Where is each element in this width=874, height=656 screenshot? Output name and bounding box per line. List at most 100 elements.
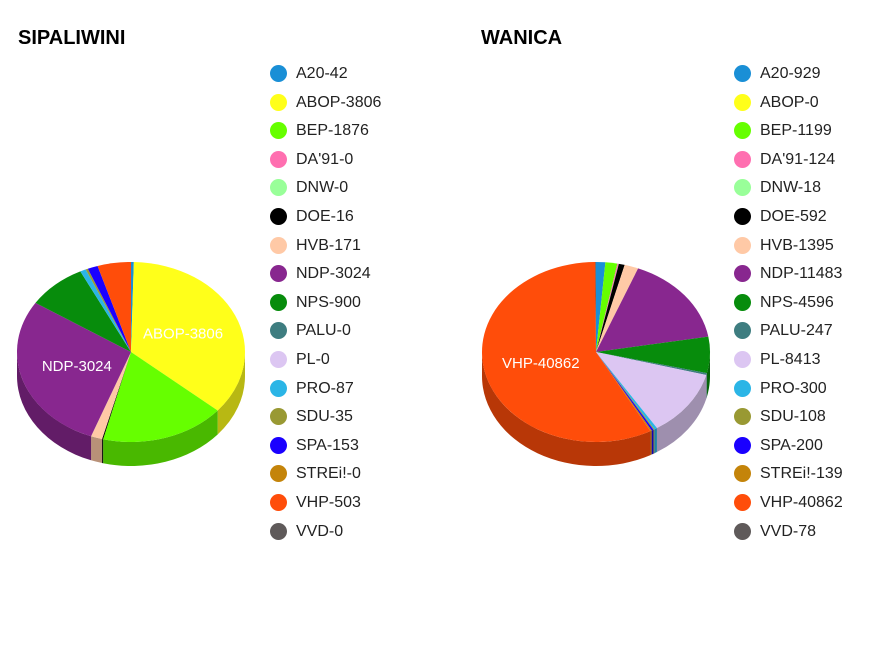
- pie-slice-doe: [596, 263, 625, 352]
- legend-label: ABOP-3806: [296, 93, 382, 111]
- legend-item-bep: BEP-1876: [270, 119, 400, 142]
- legend-label: VHP-40862: [760, 493, 843, 511]
- legend: A20-42 ABOP-3806 BEP-1876 DA'91-0 DNW-0 DOE-1…: [270, 62, 400, 548]
- legend-label: PL-8413: [760, 350, 821, 368]
- legend-item-nps: NPS-4596: [734, 291, 864, 314]
- chart-title: SIPALIWINI: [18, 27, 126, 49]
- pie-slice-sdu: [596, 352, 655, 430]
- legend-label: DNW-0: [296, 179, 349, 197]
- legend-item-pl: PL-0: [270, 348, 400, 371]
- legend-item-sdu: SDU-35: [270, 405, 400, 428]
- pie-slice-abop: [131, 262, 245, 411]
- pie-slice-doe: [102, 352, 131, 440]
- legend-label: NPS-4596: [760, 293, 834, 311]
- pie-slice-side-spa: [651, 429, 654, 455]
- pie-slice-pro: [596, 352, 657, 430]
- pie-slice-pro: [80, 269, 131, 352]
- legend-swatch: [734, 379, 751, 397]
- legend-item-ndp: NDP-11483: [734, 262, 864, 285]
- legend-label: SPA-200: [760, 436, 823, 454]
- legend-label: SDU-108: [760, 408, 826, 426]
- legend-label: PRO-300: [760, 379, 827, 397]
- legend-swatch: [270, 350, 287, 368]
- legend-item-a20: A20-42: [270, 62, 400, 85]
- pie-slice-da-91: [596, 263, 619, 352]
- legend-label: A20-929: [760, 65, 821, 82]
- slice-label-ndp: NDP-3024: [42, 358, 112, 375]
- legend-swatch: [734, 465, 751, 483]
- legend-label: STREi!-0: [296, 465, 361, 483]
- legend-item-hvb: HVB-1395: [734, 234, 864, 257]
- legend-swatch: [734, 522, 751, 540]
- legend-item-da-91: DA'91-0: [270, 148, 400, 171]
- legend-swatch: [734, 207, 751, 225]
- legend-label: PL-0: [296, 350, 330, 368]
- legend-label: PALU-0: [296, 322, 351, 340]
- pie-top: [482, 262, 710, 442]
- legend-item-ndp: NDP-3024: [270, 262, 400, 285]
- legend-label: HVB-1395: [760, 236, 834, 254]
- chart-wanica: WANICA VHP-40862 A20-929 ABOP-0 BEP-1199 DA…: [437, 0, 874, 656]
- pie-slice-ndp: [17, 302, 131, 437]
- legend-label: VVD-78: [760, 522, 817, 540]
- legend-label: PRO-87: [296, 379, 354, 397]
- legend-label: BEP-1876: [296, 122, 369, 140]
- pie-slice-dnw: [596, 263, 619, 352]
- legend-label: SPA-153: [296, 436, 359, 454]
- legend-swatch: [734, 93, 751, 111]
- legend-item-hvb: HVB-171: [270, 234, 400, 257]
- pie-side: [17, 352, 245, 466]
- legend-swatch: [270, 493, 287, 511]
- legend-swatch: [270, 236, 287, 254]
- legend-item-vhp: VHP-503: [270, 491, 400, 514]
- pie-slice-hvb: [596, 264, 639, 352]
- legend-swatch: [734, 436, 751, 454]
- pie-slice-side-doe: [102, 439, 104, 464]
- legend-item-sdu: SDU-108: [734, 405, 864, 428]
- legend-label: DOE-16: [296, 207, 354, 225]
- pie-slice-side-nps: [706, 352, 710, 398]
- pie-slice-a20: [596, 262, 606, 352]
- pie-slice-nps: [596, 336, 710, 374]
- pie-slice-spa: [87, 265, 131, 352]
- legend-item-vvd: VVD-0: [270, 520, 400, 543]
- legend-swatch: [734, 322, 751, 340]
- legend-item-spa: SPA-153: [270, 434, 400, 457]
- pie-slice-side-strei: [650, 430, 652, 456]
- pie-slice-bep: [596, 262, 618, 352]
- legend-label: DOE-592: [760, 207, 827, 225]
- pie-slice-side-abop: [217, 352, 245, 435]
- legend-swatch: [734, 236, 751, 254]
- pie-slice-pl: [596, 352, 707, 429]
- pie-slice-palu: [596, 352, 707, 376]
- legend-swatch: [270, 93, 287, 111]
- legend-label: NDP-3024: [296, 265, 371, 283]
- pie-slice-spa: [596, 352, 654, 431]
- legend-swatch: [734, 493, 751, 511]
- legend-swatch: [734, 408, 751, 426]
- legend-item-abop: ABOP-0: [734, 91, 864, 114]
- pie-slice-strei: [596, 352, 652, 432]
- legend-item-strei: STREi!-139: [734, 462, 864, 485]
- pie-slice-sdu: [85, 268, 131, 352]
- pie-slice-side-vhp: [482, 352, 651, 466]
- pie-slice-bep: [103, 352, 218, 443]
- pie-slice-vhp: [97, 262, 131, 352]
- legend-label: NDP-11483: [760, 265, 843, 283]
- pie-slice-side-hvb: [91, 436, 103, 464]
- legend-item-vhp: VHP-40862: [734, 491, 864, 514]
- pie-slice-side-sdu: [653, 429, 655, 454]
- legend-swatch: [270, 150, 287, 168]
- legend-swatch: [270, 322, 287, 340]
- legend-swatch: [734, 179, 751, 197]
- legend-swatch: [270, 465, 287, 483]
- legend-label: VHP-503: [296, 493, 361, 511]
- legend-item-pro: PRO-87: [270, 377, 400, 400]
- pie-slice-side-palu: [706, 373, 707, 400]
- legend-item-palu: PALU-0: [270, 319, 400, 342]
- chart-sipaliwini: SIPALIWINI ABOP-3806 NDP-3024 A20-42 ABOP-…: [17, 27, 400, 548]
- legend-label: BEP-1199: [760, 122, 832, 140]
- legend-label: DA'91-124: [760, 150, 836, 168]
- legend-item-doe: DOE-592: [734, 205, 864, 228]
- pie-slice-side-pro: [654, 428, 657, 454]
